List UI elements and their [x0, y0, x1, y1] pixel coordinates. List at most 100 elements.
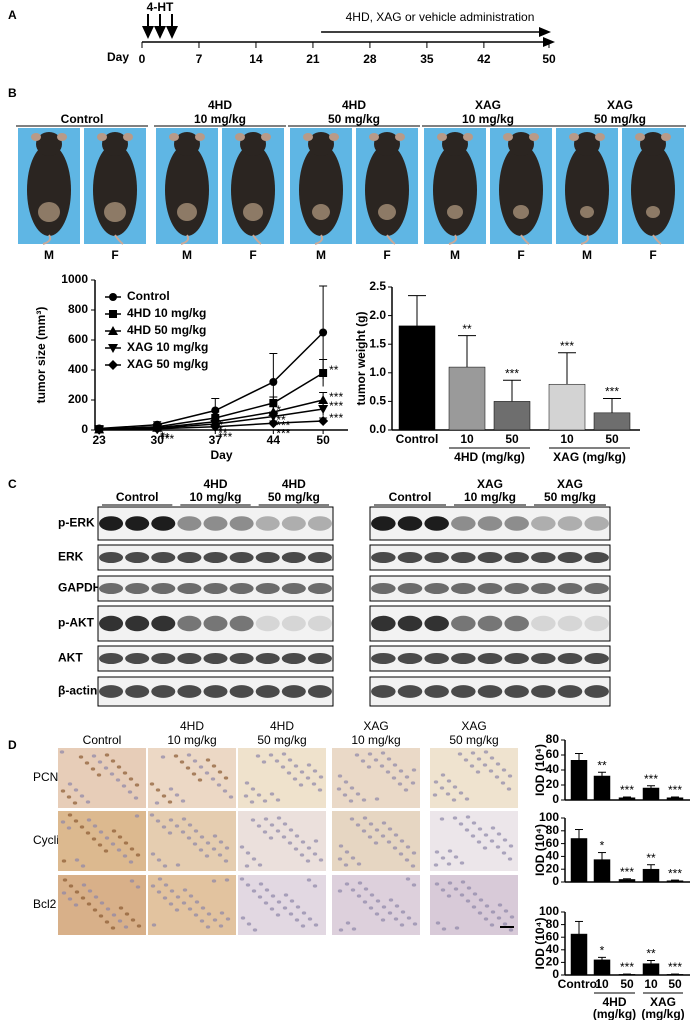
ihc-nucleus: [276, 900, 282, 904]
marker: [210, 421, 221, 432]
ihc-nucleus: [104, 753, 110, 757]
blot-band: [203, 615, 228, 632]
ihc-nucleus: [240, 916, 246, 920]
ihc-nucleus: [275, 798, 281, 802]
x-tick-label: 44: [267, 433, 281, 447]
blot-band: [255, 685, 280, 698]
ihc-nucleus: [483, 750, 489, 754]
ihc-nucleus: [475, 770, 481, 774]
ihc-nucleus: [62, 878, 68, 882]
mouse-ear: [463, 133, 473, 141]
significance: ***: [620, 783, 634, 797]
ihc-nucleus: [162, 864, 168, 868]
y-tick-label: 100: [539, 810, 559, 824]
blot-band: [557, 516, 583, 531]
ihc-nucleus: [99, 901, 105, 905]
pulse-arrowhead: [166, 26, 178, 39]
blot-band: [397, 685, 423, 698]
blot-band: [397, 552, 423, 563]
marker: [268, 418, 279, 429]
ihc-column-label: Control: [83, 733, 122, 747]
ihc-nucleus: [397, 782, 403, 786]
significance: ***: [505, 366, 519, 380]
ihc-nucleus: [188, 894, 194, 898]
photo-group-label: XAG: [475, 98, 501, 112]
blot-group-label: 4HD: [203, 477, 227, 491]
ihc-nucleus: [156, 890, 162, 894]
ihc-nucleus: [250, 818, 256, 822]
ihc-nucleus: [157, 877, 163, 881]
blot-band: [584, 583, 609, 594]
ihc-nucleus: [298, 783, 304, 787]
ihc-nucleus: [199, 919, 205, 923]
blot-band: [424, 685, 449, 698]
blot-band: [281, 653, 306, 664]
blot-band: [397, 583, 423, 594]
ihc-nucleus: [509, 915, 515, 919]
ihc-nucleus: [441, 927, 447, 931]
ihc-nucleus: [507, 857, 513, 861]
mouse-ear: [31, 133, 41, 141]
blot-band: [424, 516, 449, 531]
ihc-nucleus: [151, 923, 157, 927]
ihc-nucleus: [283, 893, 289, 897]
ihc-nucleus: [367, 835, 373, 839]
blot-band: [397, 653, 423, 664]
ihc-nucleus: [109, 772, 115, 776]
ihc-nucleus: [476, 757, 482, 761]
y-tick-label: 40: [546, 762, 560, 776]
ihc-nucleus: [257, 895, 263, 899]
ihc-nucleus: [287, 841, 293, 845]
ihc-nucleus: [362, 816, 368, 820]
ihc-nucleus: [306, 878, 312, 882]
ihc-nucleus: [191, 772, 197, 776]
x-tick-label: 37: [209, 433, 223, 447]
ihc-image: [332, 811, 420, 871]
blot-band: [281, 516, 306, 531]
photo-group-label: 50 mg/kg: [594, 112, 646, 126]
mouse-head: [574, 132, 600, 156]
ihc-nucleus: [133, 796, 139, 800]
ihc-nucleus: [287, 758, 293, 762]
ihc-column-label: 50 mg/kg: [449, 733, 498, 747]
blot-band: [584, 615, 609, 632]
ihc-nucleus: [482, 763, 488, 767]
ihc-nucleus: [295, 905, 301, 909]
blot-band: [99, 685, 124, 698]
mouse-ear: [369, 133, 379, 141]
photo-group-label: 10 mg/kg: [462, 112, 514, 126]
mouse-tail: [42, 234, 52, 245]
ihc-column-label: 4HD: [180, 719, 204, 733]
ihc-nucleus: [258, 882, 264, 886]
blot-band: [125, 615, 150, 632]
ihc-nucleus: [182, 888, 188, 892]
ihc-nucleus: [180, 799, 186, 803]
mouse-tail: [386, 234, 396, 245]
ihc-nucleus: [368, 906, 374, 910]
ihc-nucleus: [293, 764, 299, 768]
mouse-body: [299, 144, 343, 236]
blot-band: [477, 653, 503, 664]
ihc-nucleus: [168, 818, 174, 822]
ihc-nucleus: [432, 793, 438, 797]
ihc-nucleus: [244, 864, 250, 868]
sex-label: F: [111, 248, 118, 262]
ihc-nucleus: [300, 924, 306, 928]
blot-row-label: GAPDH: [58, 581, 101, 595]
ihc-nucleus: [93, 895, 99, 899]
ihc-nucleus: [440, 888, 446, 892]
ihc-nucleus: [282, 906, 288, 910]
sex-label: M: [450, 248, 460, 262]
blot-band: [307, 615, 332, 632]
significance: ***: [668, 866, 682, 880]
legend-marker: [108, 344, 118, 353]
ihc-nucleus: [471, 821, 477, 825]
mouse-head: [36, 132, 62, 156]
x-tick-label: Control: [558, 977, 601, 991]
ihc-nucleus: [163, 883, 169, 887]
mouse-tail: [180, 234, 190, 245]
mouse-tail: [580, 234, 590, 245]
ihc-nucleus: [96, 773, 102, 777]
ihc-nucleus: [239, 845, 245, 849]
significance: **: [160, 430, 170, 444]
